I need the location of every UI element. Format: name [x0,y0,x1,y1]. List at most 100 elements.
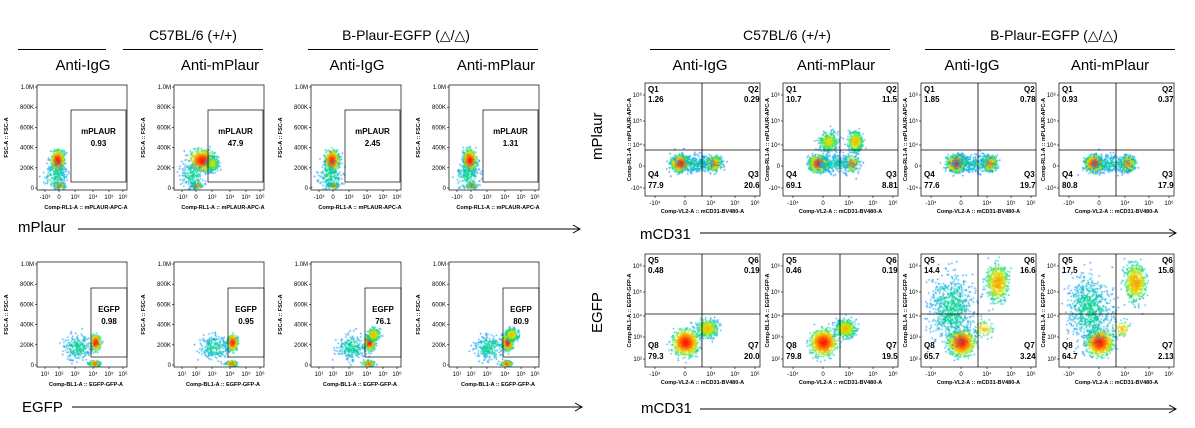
quadrant-percent: 79.3 [648,352,664,361]
y-axis-title: FSC-A :: FSC-A [4,294,10,334]
quadrant-percent: 11.5 [882,95,898,104]
y-axis-title: FSC-A :: FSC-A [141,294,147,334]
y-tick-label: 10⁴ [771,313,781,320]
quadrant-name: Q3 [1024,170,1035,179]
density-plot [449,262,539,367]
y-tick-label: 800K [20,282,34,288]
x-tick-label: 10⁴ [982,200,992,207]
x-tick-label: -10⁴ [925,371,937,378]
gate-box [207,109,264,183]
y-tick-label: 1.0M [21,262,34,268]
right-top-arrow [700,228,1178,238]
quadrant-percent: 0.48 [648,266,664,275]
density-plot [174,85,264,190]
x-tick-label: -10⁴ [787,371,799,378]
quadrant-percent: 65.7 [924,352,940,361]
y-tick-label: 0 [31,363,35,369]
plot-frame [644,253,761,368]
x-tick-label: 10⁶ [750,200,760,207]
quadrant-percent: 0.29 [744,95,760,104]
x-tick-label: 10⁴ [706,371,716,378]
y-tick-label: 600K [432,302,446,308]
x-axis-title: Comp-RL1-A :: mPLAUR-APC-A [44,205,127,211]
x-tick-label: 10⁵ [868,371,878,378]
quadrant-percent: 19.7 [1020,181,1036,190]
density-plot [37,262,127,367]
y-tick-label: 400K [294,323,308,329]
quadrant-name: Q2 [748,85,759,94]
y-tick-label: 10³ [909,335,918,341]
y-tick-label: 200K [432,343,446,349]
y-axis-title: FSC-A :: FSC-A [4,117,10,157]
density-plot [37,85,127,190]
quadrant-percent: 10.7 [786,95,802,104]
y-tick-label: 10⁶ [909,92,919,99]
x-tick-label: 10⁵ [868,200,878,207]
x-tick-label: 10⁶ [255,194,265,201]
quadrant-name: Q4 [786,170,797,179]
y-tick-label: 1.0M [158,262,171,268]
density-plot [921,254,1036,367]
quadrant-percent: 0.93 [1062,95,1078,104]
x-tick-label: 10⁴ [844,371,854,378]
y-tick-label: 400K [432,146,446,152]
x-axis-title: Comp-VL2-A :: mCD31-BV480-A [1075,380,1158,386]
left-col3-title: Anti-IgG [329,57,385,74]
x-tick-label: 10⁵ [104,371,114,378]
y-tick-label: 200K [20,166,34,172]
quadrant-name: Q6 [886,256,897,265]
y-tick-label: 1.0M [433,262,446,268]
x-tick-label: 10¹ [41,372,50,378]
quadrant-name: Q6 [748,256,759,265]
y-tick-label: 1.0M [21,85,34,91]
x-tick-label: 10⁵ [1006,200,1016,207]
x-tick-label: 10⁴ [1120,200,1130,207]
x-tick-label: 10⁶ [118,371,128,378]
quadrant-percent: 0.46 [786,266,802,275]
quadrant-percent: 1.26 [648,95,664,104]
panel-axes: 0 200K 400K 600K 800K 1.0M 10¹ 10² 10³ 10⁴ 10⁵ 10⁶ C… [141,261,265,388]
right-bottom-arrow [700,404,1178,414]
x-axis-title: Comp-VL2-A :: mCD31-BV480-A [937,209,1020,215]
y-tick-label: 10⁶ [1047,92,1057,99]
quadrant-percent: 0.19 [744,266,760,275]
density-plot [311,262,401,367]
plot-frame [173,84,265,191]
quadrant-percent: 16.6 [1020,266,1036,275]
plot-frame [1058,82,1175,197]
quadrant-name: Q7 [748,341,759,350]
y-tick-label: 0 [168,363,172,369]
quadrant-name: Q2 [1024,85,1035,94]
x-tick-label: 10⁶ [118,194,128,201]
x-tick-label: 10⁴ [225,371,235,378]
quadrant-percent: 20.6 [744,181,760,190]
y-axis-title: Comp-RL1-A :: mPLAUR-APC-A [765,98,771,181]
x-tick-label: 10² [55,372,64,378]
y-tick-label: 10⁴ [1047,313,1057,320]
y-tick-label: 800K [294,282,308,288]
x-tick-label: 10⁶ [1026,371,1036,378]
x-tick-label: -10⁴ [649,200,661,207]
gate-box [482,109,539,183]
y-tick-label: 200K [157,343,171,349]
y-tick-label: -10⁴ [907,185,919,192]
y-tick-label: 0 [639,164,643,170]
x-tick-label: 10⁴ [844,200,854,207]
panel-axes: 0 200K 400K 600K 800K 1.0M -10³ 0 10³ 10⁴ 10⁵ 10⁶ Co… [4,84,128,211]
x-tick-label: -10³ [314,195,325,201]
density-plot [174,262,264,367]
y-tick-label: 0 [915,164,919,170]
quadrant-percent: 2.13 [1158,352,1174,361]
x-tick-label: 10² [192,372,201,378]
right-top-axis-label: mCD31 [640,226,691,243]
density-plot [783,83,898,196]
y-axis-title: FSC-A :: FSC-A [416,117,422,157]
panel-axes: 0 200K 400K 600K 800K 1.0M -10³ 0 10³ 10⁴ 10⁵ 10⁶ Co… [141,84,265,211]
y-axis-title: FSC-A :: FSC-A [278,294,284,334]
left-col1-title: Anti-IgG [55,57,111,74]
x-tick-label: 10³ [345,195,354,201]
right-top-y-label: mPlaur [589,112,606,160]
quadrant-percent: 14.4 [924,266,940,275]
gate-percent: 1.31 [503,139,519,148]
